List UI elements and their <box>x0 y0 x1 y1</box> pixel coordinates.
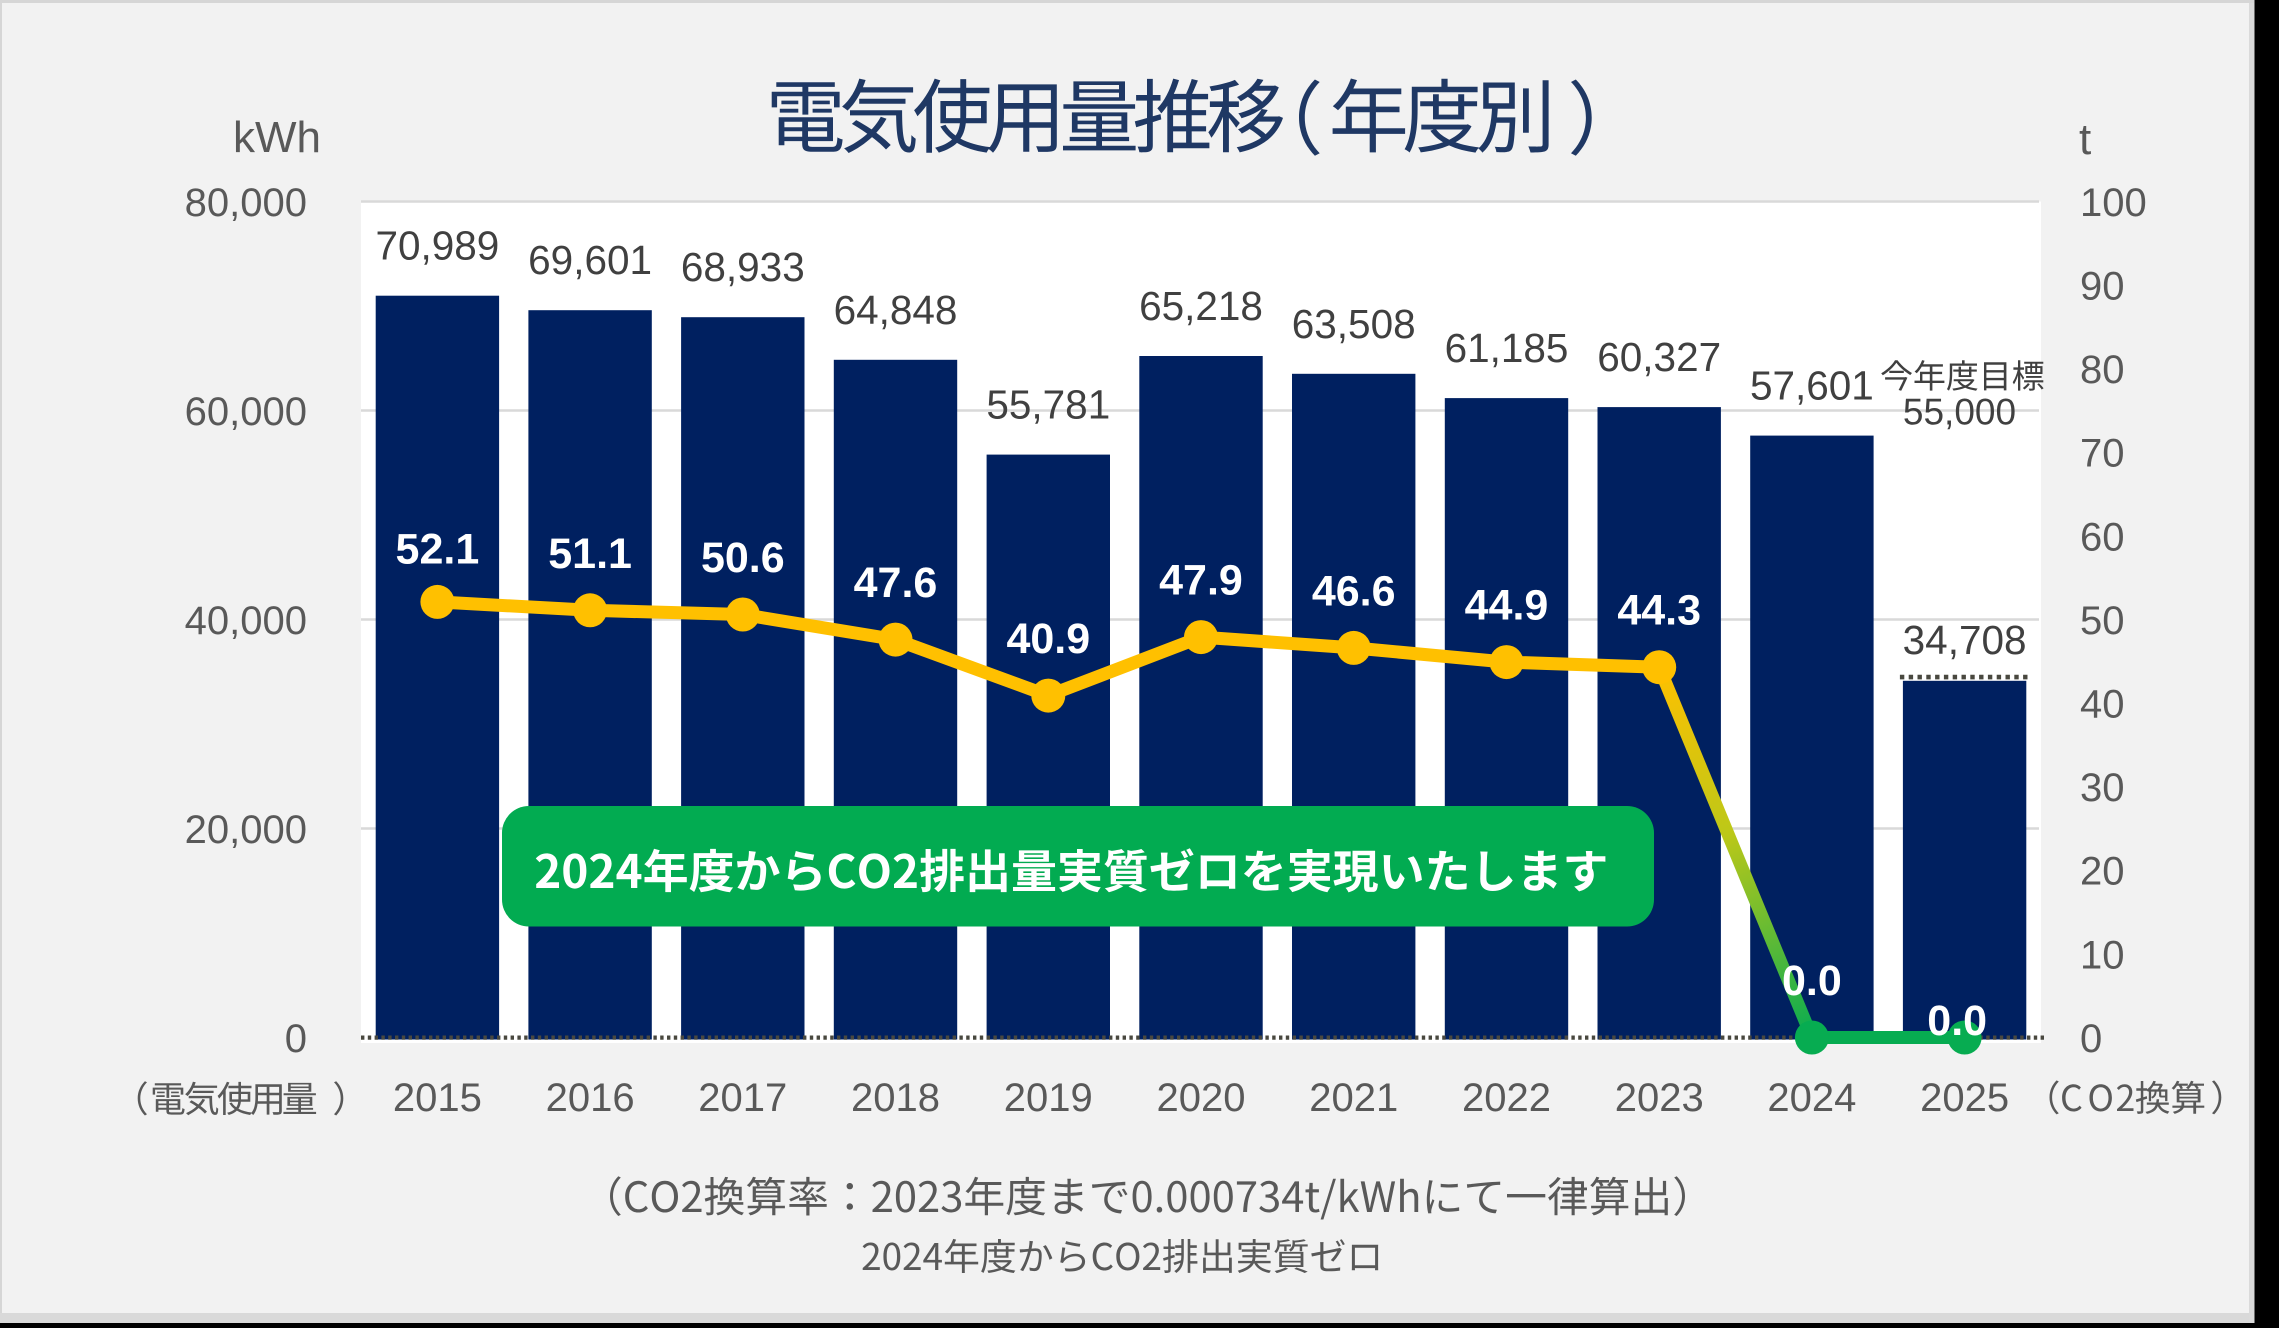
svg-text:47.6: 47.6 <box>854 559 938 607</box>
svg-text:47.9: 47.9 <box>1159 557 1243 605</box>
svg-text:70,989: 70,989 <box>375 223 499 269</box>
svg-text:44.9: 44.9 <box>1465 582 1549 630</box>
svg-text:20: 20 <box>2080 850 2125 894</box>
svg-text:51.1: 51.1 <box>548 530 632 578</box>
svg-text:46.6: 46.6 <box>1312 567 1396 615</box>
svg-text:10: 10 <box>2080 933 2125 977</box>
svg-text:55,781: 55,781 <box>986 382 1110 428</box>
svg-text:60,000: 60,000 <box>185 390 307 434</box>
svg-text:t: t <box>2079 115 2091 164</box>
svg-text:40,000: 40,000 <box>185 599 307 643</box>
svg-text:34,708: 34,708 <box>1903 617 2027 663</box>
svg-text:40: 40 <box>2080 683 2125 727</box>
svg-text:60,327: 60,327 <box>1597 334 1721 380</box>
svg-text:60: 60 <box>2080 515 2125 559</box>
svg-text:55,000: 55,000 <box>1903 392 2016 433</box>
svg-text:68,933: 68,933 <box>681 244 805 290</box>
svg-text:2023: 2023 <box>1615 1076 1704 1120</box>
svg-text:0: 0 <box>285 1017 307 1061</box>
svg-text:2022: 2022 <box>1462 1076 1551 1120</box>
svg-text:64,848: 64,848 <box>834 287 958 333</box>
svg-text:2020: 2020 <box>1157 1076 1246 1120</box>
svg-text:57,601: 57,601 <box>1750 363 1874 409</box>
svg-text:80,000: 80,000 <box>185 181 307 225</box>
svg-text:44.3: 44.3 <box>1617 587 1701 635</box>
svg-text:2024: 2024 <box>1767 1076 1856 1120</box>
svg-text:100: 100 <box>2080 181 2147 225</box>
svg-text:2016: 2016 <box>546 1076 635 1120</box>
svg-text:2017: 2017 <box>698 1076 787 1120</box>
svg-text:63,508: 63,508 <box>1292 301 1416 347</box>
svg-text:2015: 2015 <box>393 1076 482 1120</box>
svg-text:70: 70 <box>2080 432 2125 476</box>
svg-text:90: 90 <box>2080 265 2125 309</box>
svg-text:kWh: kWh <box>233 113 321 162</box>
svg-text:50.6: 50.6 <box>701 534 785 582</box>
svg-text:0.0: 0.0 <box>1782 957 1842 1005</box>
svg-text:20,000: 20,000 <box>185 808 307 852</box>
svg-text:50: 50 <box>2080 599 2125 643</box>
svg-text:40.9: 40.9 <box>1006 615 1090 663</box>
svg-text:0: 0 <box>2080 1017 2102 1061</box>
svg-text:61,185: 61,185 <box>1445 325 1569 371</box>
svg-text:2018: 2018 <box>851 1076 940 1120</box>
svg-text:2025: 2025 <box>1920 1076 2009 1120</box>
svg-text:2021: 2021 <box>1309 1076 1398 1120</box>
svg-text:2019: 2019 <box>1004 1076 1093 1120</box>
svg-text:30: 30 <box>2080 766 2125 810</box>
svg-text:69,601: 69,601 <box>528 237 652 283</box>
svg-text:0.0: 0.0 <box>1927 997 1987 1045</box>
svg-text:65,218: 65,218 <box>1139 283 1263 329</box>
svg-text:80: 80 <box>2080 348 2125 392</box>
svg-text:52.1: 52.1 <box>396 525 480 573</box>
